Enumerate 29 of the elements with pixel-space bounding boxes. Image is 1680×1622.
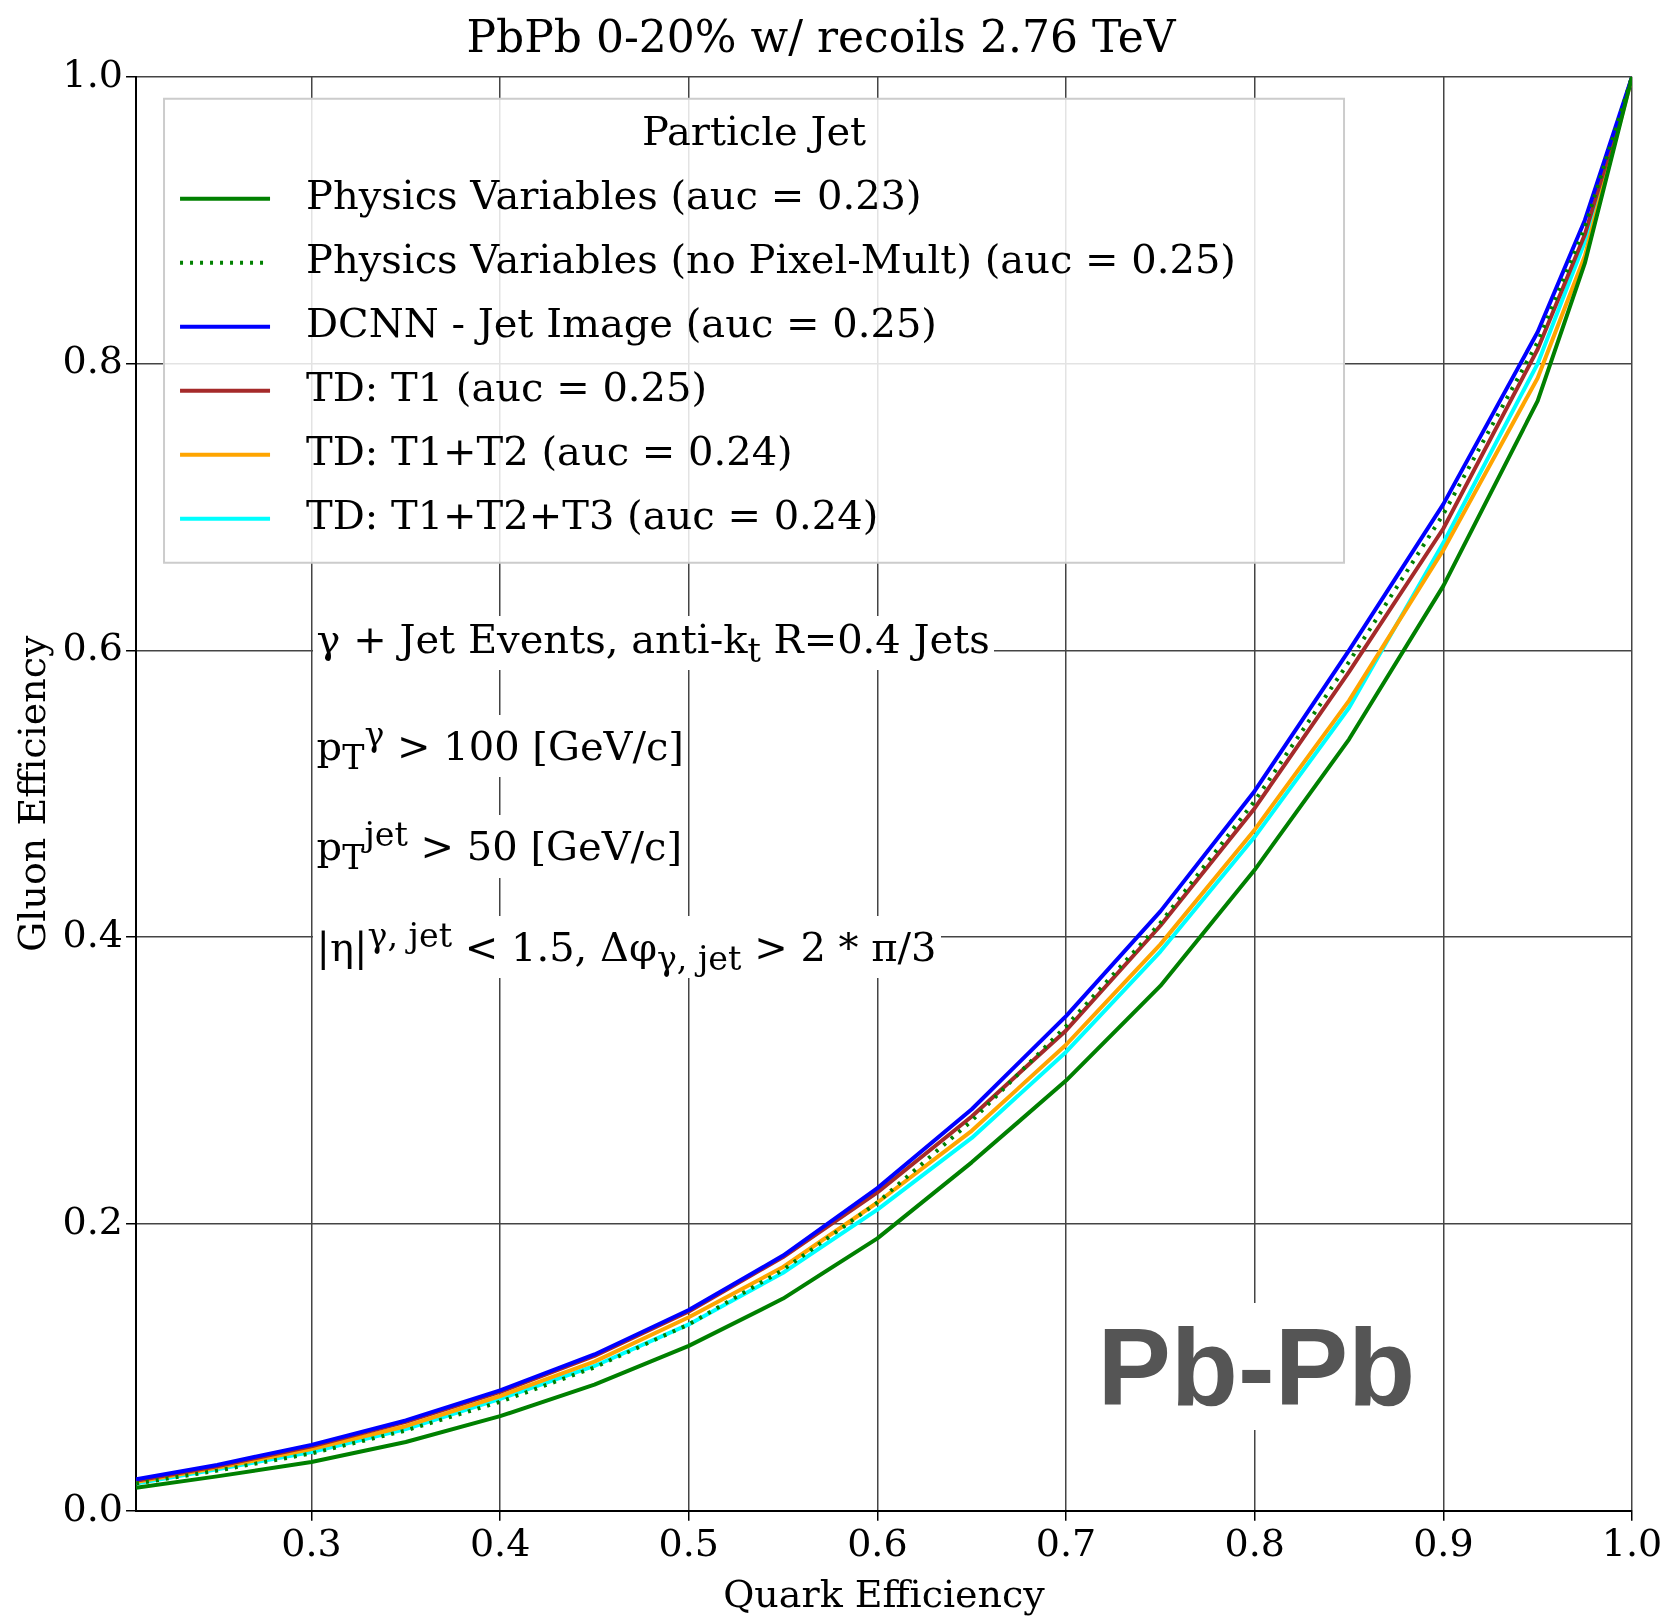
y-axis-title: Gluon Efficiency bbox=[9, 635, 54, 953]
x-axis-title: Quark Efficiency bbox=[723, 1572, 1046, 1617]
annotation: γ + Jet Events, anti-k$_{t}$ R=0.4 Jets bbox=[312, 615, 994, 670]
y-tick-label: 0.8 bbox=[62, 338, 124, 383]
legend-title: Particle Jet bbox=[641, 108, 867, 155]
annotation: p$_{T}$$^{γ}$ > 100 [GeV/c] bbox=[312, 714, 688, 778]
y-tick-label: 0.2 bbox=[62, 1198, 124, 1243]
annotation: p$_{T}$$^{jet}$ > 50 [GeV/c] bbox=[312, 815, 687, 878]
annotation: |η|$^{γ, jet}$ < 1.5, Δφ$_{γ, jet}$ > 2 * π/3 bbox=[312, 915, 941, 979]
legend-label: TD: T1+T2 (auc = 0.24) bbox=[306, 428, 793, 475]
chart-title: PbPb 0-20% w/ recoils 2.76 TeV bbox=[466, 10, 1177, 62]
legend-label: TD: T1+T2+T3 (auc = 0.24) bbox=[306, 492, 879, 539]
x-tick-label: 0.5 bbox=[658, 1521, 719, 1566]
legend-label: TD: T1 (auc = 0.25) bbox=[306, 364, 708, 411]
x-tick-label: 0.3 bbox=[281, 1521, 342, 1566]
x-tick-label: 1.0 bbox=[1601, 1521, 1663, 1566]
y-tick-label: 1.0 bbox=[62, 51, 124, 96]
x-tick-label: 0.6 bbox=[847, 1521, 908, 1566]
legend-label: Physics Variables (no Pixel-Mult) (auc = 0.25) bbox=[306, 236, 1236, 283]
x-tick-label: 0.4 bbox=[469, 1521, 531, 1566]
annotation: Pb-Pb bbox=[1093, 1302, 1420, 1430]
y-tick-label: 0.6 bbox=[62, 625, 124, 670]
legend-label: Physics Variables (auc = 0.23) bbox=[306, 172, 922, 219]
y-tick-label: 0.4 bbox=[62, 912, 124, 957]
x-tick-label: 0.8 bbox=[1224, 1521, 1285, 1566]
y-tick-label: 0.0 bbox=[62, 1485, 124, 1530]
x-tick-label: 0.9 bbox=[1413, 1521, 1474, 1566]
legend-label: DCNN - Jet Image (auc = 0.25) bbox=[306, 300, 937, 347]
x-tick-label: 0.7 bbox=[1035, 1521, 1097, 1566]
